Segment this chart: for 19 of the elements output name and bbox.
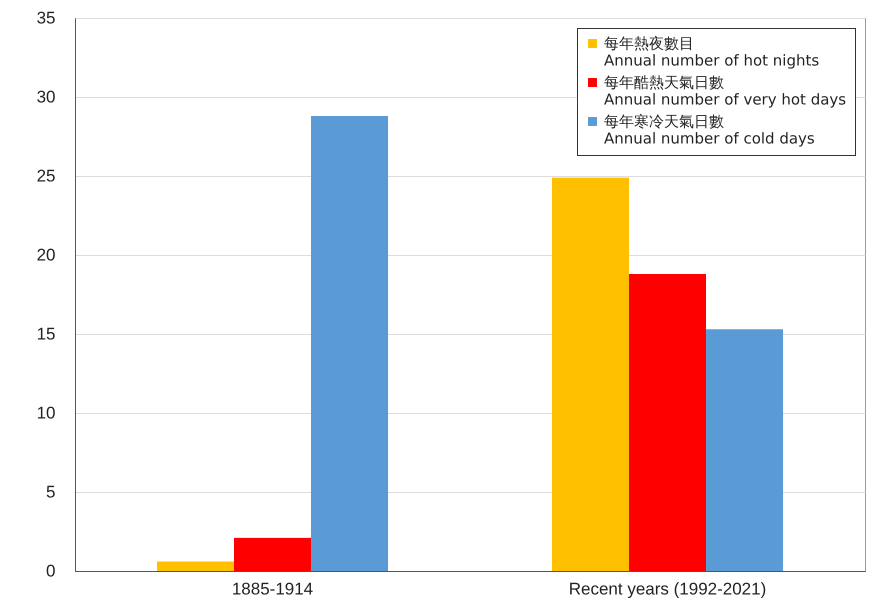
legend-label: 每年酷熱天氣日數 Annual number of very hot days <box>604 74 846 108</box>
y-tick-label: 30 <box>36 88 56 106</box>
legend-label: 每年寒冷天氣日數 Annual number of cold days <box>604 112 815 148</box>
legend-label: 每年熱夜數目 Annual number of hot nights <box>604 34 820 70</box>
y-tick-label: 35 <box>36 8 56 28</box>
y-tick-label: 15 <box>36 324 56 344</box>
bar <box>706 329 784 571</box>
bar <box>234 538 312 571</box>
y-tick-label: 0 <box>46 562 56 580</box>
bar <box>552 178 629 571</box>
bar <box>156 562 234 571</box>
bar <box>628 274 706 571</box>
y-tick-label: 10 <box>36 404 56 422</box>
y-tick-label: 20 <box>36 246 56 264</box>
x-tick-label: Recent years (1992-2021) <box>568 580 766 598</box>
y-tick-label: 25 <box>36 166 56 186</box>
y-tick-label: 5 <box>46 482 56 502</box>
x-tick-label: 1885-1914 <box>232 580 314 598</box>
bar <box>311 116 388 571</box>
